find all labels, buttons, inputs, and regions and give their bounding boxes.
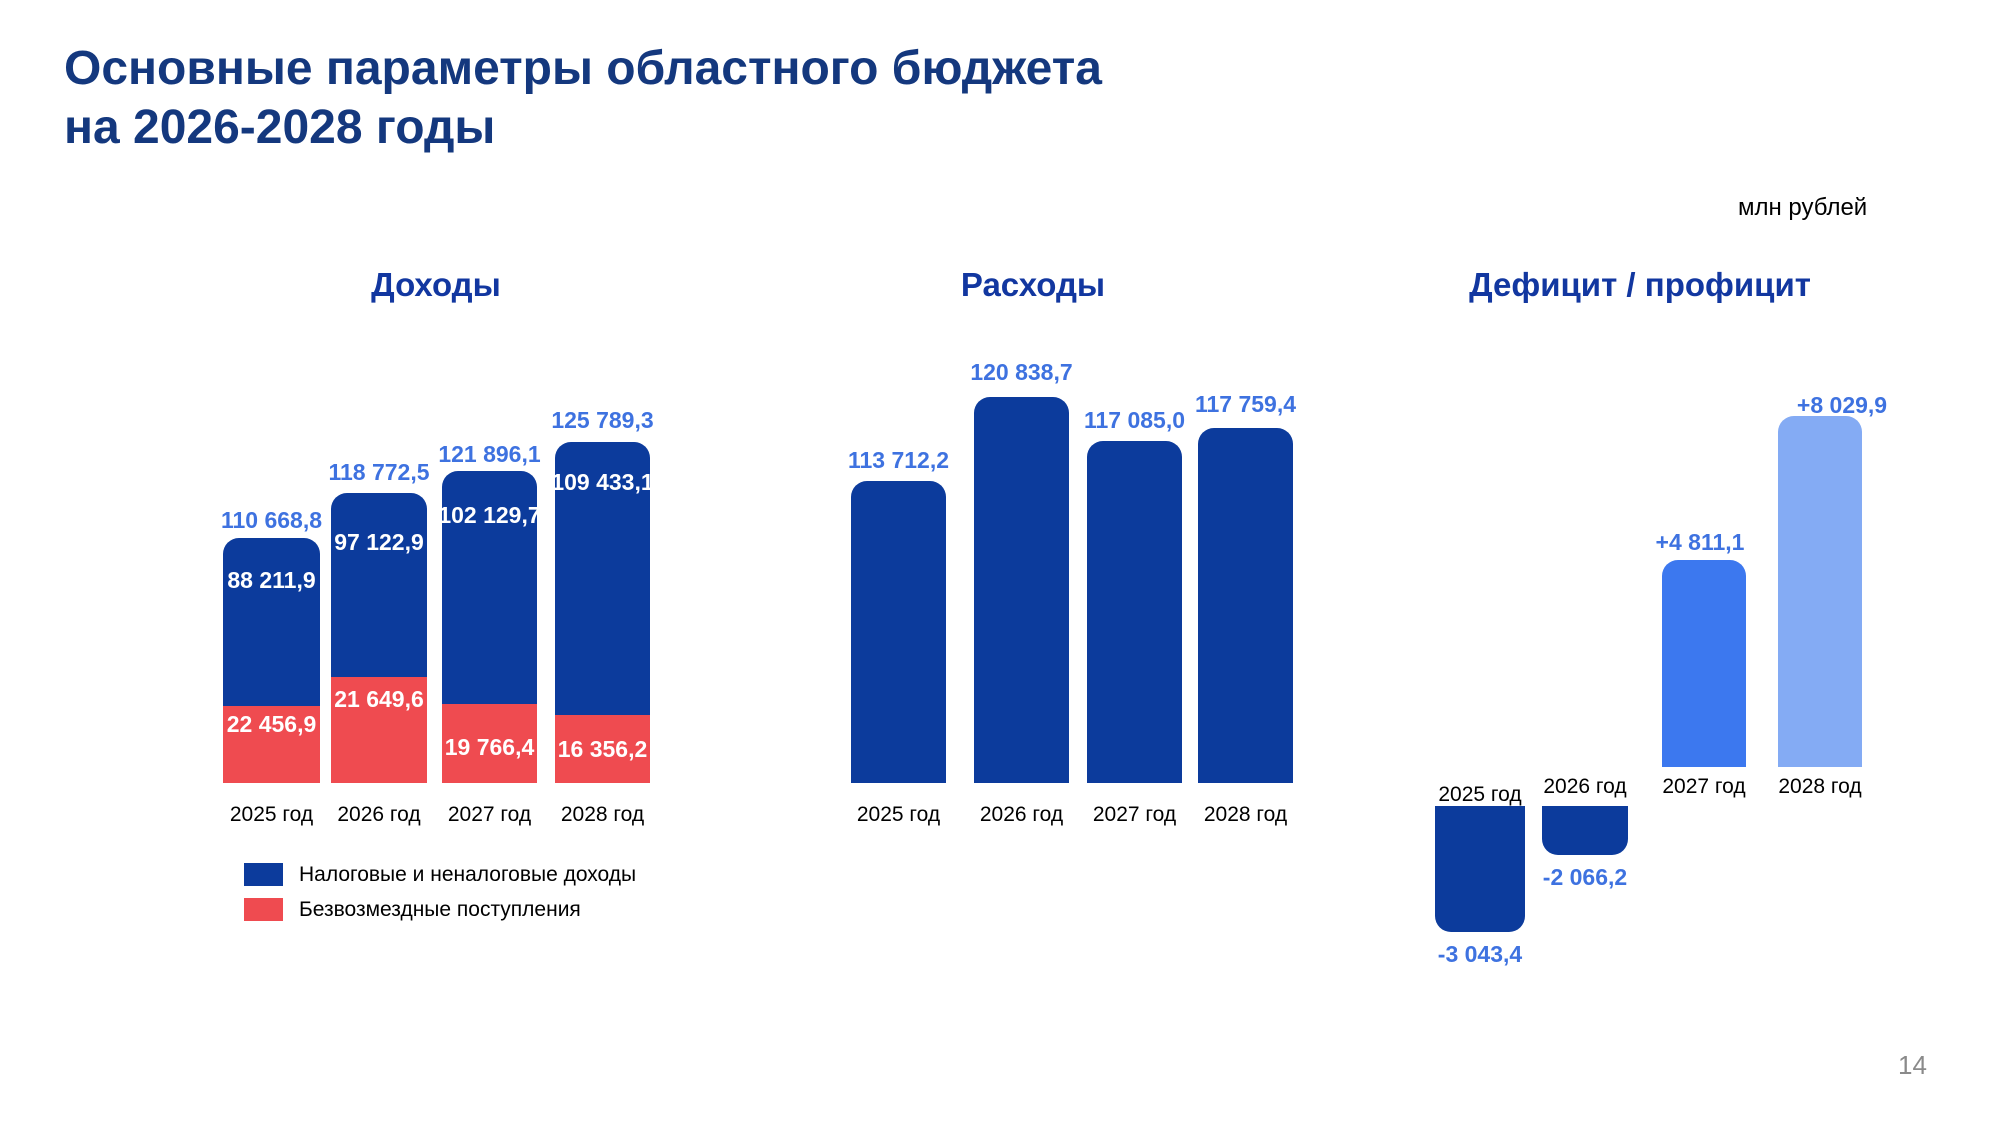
incomes-bar-tax-segment-1	[331, 493, 427, 677]
slide-title-line2: на 2026-2028 годы	[64, 100, 496, 154]
incomes-category-label-3: 2028 год	[560, 803, 645, 826]
deficit-value-2: +4 811,1	[1655, 529, 1745, 555]
incomes-bar-grant-segment-2	[442, 704, 537, 783]
expenses-chart-heading: Расходы	[960, 266, 1106, 303]
incomes-total-value-2: 121 896,1	[438, 441, 541, 467]
legend-item-grants: Безвозмездные поступления	[244, 898, 636, 921]
deficit-category-label-1: 2026 год	[1543, 775, 1627, 798]
expenses-category-label-2: 2027 год	[1092, 803, 1177, 826]
deficit-value-1: -2 066,2	[1542, 864, 1628, 890]
incomes-bar-tax-segment-0	[223, 538, 320, 706]
incomes-tax-value-2: 102 129,7	[438, 502, 541, 528]
expenses-value-1: 120 838,7	[970, 359, 1073, 385]
deficit-bar-0	[1435, 806, 1525, 932]
deficit-value-3: +8 029,9	[1796, 392, 1888, 418]
incomes-grant-value-3: 16 356,2	[557, 736, 648, 762]
legend-swatch-navy-icon	[244, 863, 283, 886]
incomes-grant-value-1: 21 649,6	[334, 686, 424, 712]
incomes-tax-value-3: 109 433,1	[551, 469, 654, 495]
incomes-grant-value-0: 22 456,9	[226, 711, 317, 737]
expenses-category-label-3: 2028 год	[1203, 803, 1288, 826]
incomes-category-label-0: 2025 год	[229, 803, 314, 826]
incomes-bar-grant-segment-0	[223, 706, 320, 783]
legend-label-tax-incomes: Налоговые и неналоговые доходы	[299, 862, 637, 886]
incomes-bar-tax-segment-3	[555, 442, 650, 715]
incomes-tax-value-0: 88 211,9	[227, 567, 316, 593]
deficit-bar-3	[1778, 416, 1862, 767]
incomes-legend: Налоговые и неналоговые доходы Безвозмез…	[244, 863, 636, 933]
deficit-category-label-2: 2027 год	[1662, 775, 1746, 798]
legend-label-grants: Безвозмездные поступления	[299, 897, 581, 921]
incomes-bar-grant-segment-3	[555, 715, 650, 783]
legend-swatch-red-icon	[244, 898, 283, 921]
expenses-bar-3	[1198, 428, 1293, 783]
expenses-value-2: 117 085,0	[1083, 407, 1186, 433]
deficit-chart-heading: Дефицит / профицит	[1469, 266, 1811, 303]
units-label: млн рублей	[1738, 194, 1868, 221]
incomes-bar-grant-segment-1	[331, 677, 427, 783]
incomes-total-value-0: 110 668,8	[220, 507, 323, 533]
expenses-bar-2	[1087, 441, 1182, 783]
deficit-category-label-0: 2025 год	[1438, 783, 1522, 806]
incomes-category-label-2: 2027 год	[447, 803, 532, 826]
incomes-grant-value-2: 19 766,4	[444, 734, 535, 760]
expenses-category-label-0: 2025 год	[856, 803, 941, 826]
incomes-chart-heading: Доходы	[371, 266, 501, 303]
deficit-category-label-3: 2028 год	[1778, 775, 1862, 798]
expenses-value-0: 113 712,2	[847, 447, 950, 473]
incomes-bar-tax-segment-2	[442, 471, 537, 704]
expenses-value-3: 117 759,4	[1194, 391, 1297, 417]
incomes-total-value-1: 118 772,5	[328, 459, 430, 485]
deficit-bar-2	[1662, 560, 1746, 767]
deficit-value-0: -3 043,4	[1437, 941, 1523, 967]
expenses-category-label-1: 2026 год	[979, 803, 1064, 826]
slide-title-line1: Основные параметры областного бюджета	[64, 42, 1102, 95]
expenses-bar-1	[974, 397, 1069, 783]
expenses-bar-0	[851, 481, 946, 783]
legend-item-tax-incomes: Налоговые и неналоговые доходы	[244, 863, 636, 886]
incomes-category-label-1: 2026 год	[337, 803, 421, 826]
incomes-tax-value-1: 97 122,9	[334, 529, 424, 555]
slide-title: Основные параметры областного бюджета на…	[64, 40, 1102, 157]
deficit-bar-1	[1542, 806, 1628, 855]
page-number: 14	[1898, 1050, 1927, 1080]
incomes-total-value-3: 125 789,3	[551, 407, 654, 433]
